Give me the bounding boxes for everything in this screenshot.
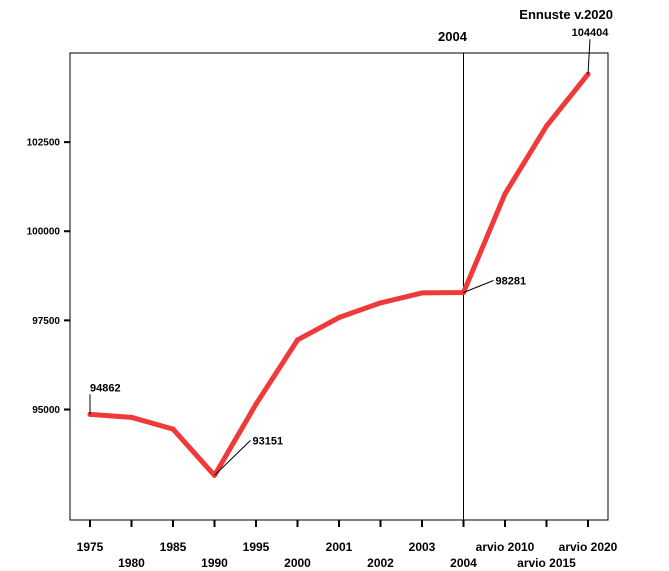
x-tick-label: 2002 xyxy=(367,556,394,570)
x-tick-label: arvio 2010 xyxy=(476,540,535,554)
y-tick-label: 97500 xyxy=(32,316,60,327)
plot-frame xyxy=(70,53,608,520)
data-labels: 94862 93151 98281 104404 xyxy=(90,27,609,475)
x-tick-label: arvio 2015 xyxy=(517,556,576,570)
data-point xyxy=(544,124,549,129)
data-point xyxy=(295,337,300,342)
data-label: 98281 xyxy=(496,276,527,288)
data-point xyxy=(254,402,259,407)
y-tick-label: 95000 xyxy=(32,405,60,416)
x-tick-label: 2001 xyxy=(326,540,353,554)
data-point xyxy=(337,315,342,320)
x-tick-label: 2004 xyxy=(450,556,477,570)
x-tick-label: 2003 xyxy=(409,540,436,554)
data-point xyxy=(129,415,134,420)
data-label-leader xyxy=(588,39,590,74)
data-point xyxy=(420,290,425,295)
x-tick-label: 1975 xyxy=(77,540,104,554)
vline-label: 2004 xyxy=(438,29,468,44)
data-point xyxy=(503,191,508,196)
x-tick-label: arvio 2020 xyxy=(559,540,618,554)
x-tick-label: 1995 xyxy=(243,540,270,554)
x-tick-label: 1985 xyxy=(160,540,187,554)
data-point xyxy=(171,427,176,432)
data-label: 104404 xyxy=(572,27,610,39)
x-axis: 1975 1980 1985 1990 1995 2000 2001 2002 2003 2004… xyxy=(77,520,618,570)
y-tick-label: 102500 xyxy=(27,138,61,149)
corner-annotation: Ennuste v.2020 xyxy=(519,7,613,22)
x-tick-label: 2000 xyxy=(284,556,311,570)
data-point xyxy=(378,300,383,305)
y-tick-label: 100000 xyxy=(27,227,61,238)
x-tick-label: 1990 xyxy=(201,556,228,570)
data-label: 94862 xyxy=(90,382,121,394)
y-axis: 95000 97500 100000 102500 xyxy=(27,138,70,416)
data-label: 93151 xyxy=(253,435,284,447)
x-tick-label: 1980 xyxy=(118,556,145,570)
